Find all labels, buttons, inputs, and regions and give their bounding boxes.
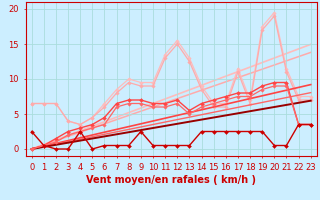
X-axis label: Vent moyen/en rafales ( km/h ): Vent moyen/en rafales ( km/h ) xyxy=(86,175,256,185)
